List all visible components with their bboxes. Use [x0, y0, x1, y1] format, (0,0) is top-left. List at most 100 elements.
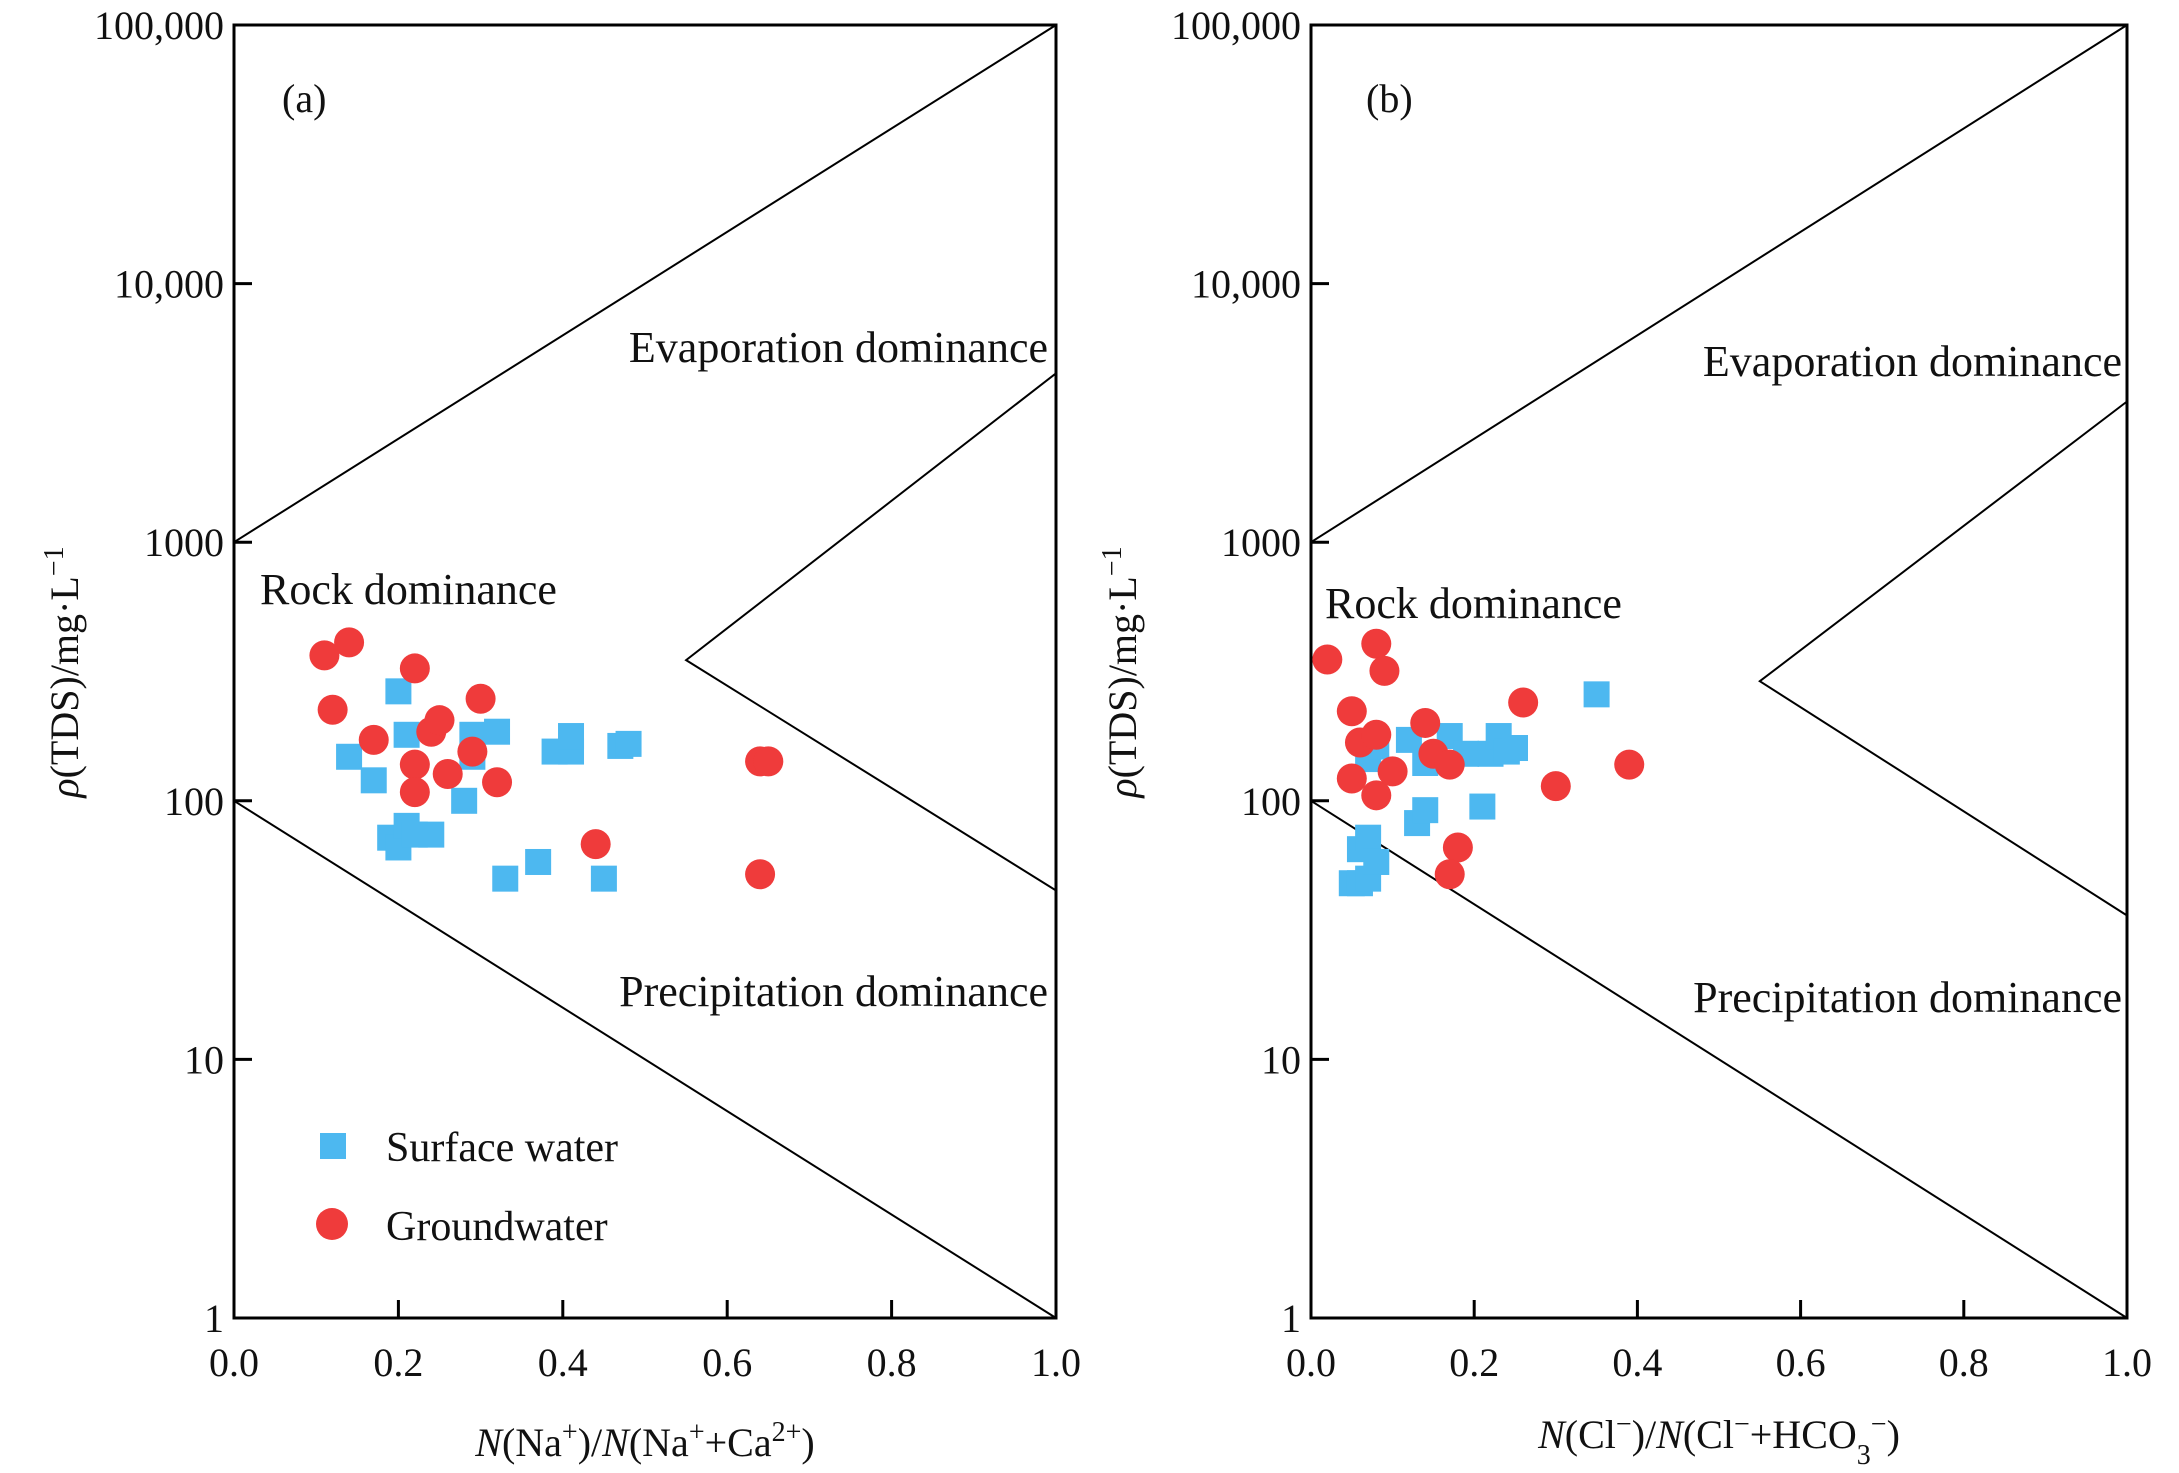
panel-b-x-tick-label: 1.0: [2102, 1340, 2152, 1385]
panel-b-groundwater-point: [1434, 749, 1465, 780]
panel-b-groundwater-point: [1361, 719, 1392, 750]
panel-b-groundwater-point: [1312, 644, 1343, 675]
panel-a-x-tick-label: 0.6: [702, 1340, 752, 1385]
panel-b-groundwater-point: [1508, 687, 1539, 718]
panel-a-surface-water-point: [484, 718, 511, 745]
panel-a-surface-water-point: [615, 730, 642, 757]
panel-a-y-tick-label: 10,000: [114, 262, 224, 307]
panel-b-surface-water-point: [1412, 797, 1439, 824]
panel-b-frame: [1309, 23, 2129, 1320]
legend-ground-label: Groundwater: [386, 1204, 608, 1250]
panel-a-groundwater-point: [334, 627, 365, 658]
panel-b: 1 10 100 1000 10,000 100,000 0.0 0.2 0.4 0.6 0.8 1…: [1097, 3, 2153, 1471]
panel-b-lower-line: [1310, 799, 2128, 1319]
panel-b-surface-water-point: [1469, 793, 1496, 820]
panel-a-groundwater-point: [424, 705, 455, 736]
panel-b-y-tick-label: 1000: [1221, 520, 1301, 565]
panel-a-groundwater-point: [482, 767, 513, 798]
panel-a-y-tick-label: 10: [184, 1037, 224, 1082]
panel-a-groundwater-point: [465, 683, 496, 714]
panel-a-groundwater-point: [399, 749, 430, 780]
panel-b-surface-water-point: [1355, 824, 1382, 851]
panel-b-groundwater-point: [1336, 696, 1367, 727]
panel-b-series: [1312, 628, 1645, 897]
panel-a-surface-water-point: [451, 787, 478, 814]
panel-b-groundwater-point: [1361, 628, 1392, 659]
panel-b-x-tick-label: 0.6: [1776, 1340, 1826, 1385]
legend: Surface water Groundwater: [316, 1125, 618, 1250]
panel-b-groundwater-point: [1410, 707, 1441, 738]
panel-a-rock-label: Rock dominance: [260, 565, 557, 614]
panel-a-surface-water-point: [590, 865, 617, 892]
panel-b-x-tick-label: 0.0: [1286, 1340, 1336, 1385]
panel-b-groundwater-point: [1369, 655, 1400, 686]
panel-b-y-tick-label: 10: [1261, 1037, 1301, 1082]
panel-a-upper-line: [233, 24, 1057, 544]
panel-a: 1 10 100 1000 10,000 100,000 0.0 0.2 0.4 0.6 0.8 1…: [39, 3, 1082, 1465]
panel-b-groundwater-point: [1434, 859, 1465, 890]
panel-b-surface-water-point: [1583, 681, 1610, 708]
panel-a-y-tick-label: 100: [164, 779, 224, 824]
legend-surface-marker: [320, 1133, 346, 1159]
panel-a-x-ticks: 0.0 0.2 0.4 0.6 0.8 1.0: [209, 1300, 1081, 1385]
panel-a-x-axis-label: N(Na+)/N(Na++Ca2+): [474, 1417, 814, 1466]
panel-a-surface-water-point: [525, 848, 552, 875]
panel-a-boundaries: [233, 24, 1057, 1319]
panel-b-precipitation-label: Precipitation dominance: [1693, 973, 2122, 1022]
panel-a-groundwater-point: [399, 777, 430, 808]
panel-a-x-tick-label: 1.0: [1031, 1340, 1081, 1385]
panel-b-y-tick-label: 100: [1241, 779, 1301, 824]
panel-b-groundwater-point: [1442, 832, 1473, 863]
panel-b-x-axis-label: N(Cl−)/N(Cl−+HCO3−): [1537, 1409, 1900, 1471]
panel-a-surface-water-point: [393, 721, 420, 748]
panel-a-x-tick-label: 0.4: [538, 1340, 588, 1385]
panel-b-surface-water-point: [1502, 735, 1528, 762]
panel-a-surface-water-point: [492, 865, 519, 892]
panel-b-groundwater-point: [1336, 763, 1367, 794]
panel-b-groundwater-point: [1540, 771, 1571, 802]
panel-a-surface-water-point: [360, 767, 387, 794]
panel-b-label: (b): [1366, 76, 1413, 121]
panel-b-boundaries: [1310, 24, 2128, 1319]
legend-surface-label: Surface water: [386, 1125, 618, 1171]
panel-a-groundwater-point: [317, 694, 348, 725]
panel-b-evaporation-label: Evaporation dominance: [1703, 337, 2122, 386]
panel-b-groundwater-point: [1377, 756, 1408, 787]
panel-a-y-tick-label: 100,000: [94, 3, 224, 48]
panel-a-groundwater-point: [358, 724, 389, 755]
panel-b-y-axis-label: ρ(TDS)/mg·L−1: [1097, 546, 1146, 799]
legend-ground-marker: [316, 1208, 348, 1240]
panel-a-groundwater-point: [745, 859, 776, 890]
panel-b-upper-line: [1310, 24, 2128, 544]
panel-b-groundwater-point: [1361, 780, 1392, 811]
panel-a-groundwater-point: [399, 653, 430, 684]
panel-a-surface-water-point: [385, 678, 412, 705]
panel-a-y-tick-label: 1: [204, 1296, 224, 1341]
panel-b-y-ticks: 1 10 100 1000 10,000 100,000: [1171, 3, 1329, 1341]
panel-b-rock-label: Rock dominance: [1325, 579, 1622, 628]
panel-a-y-ticks: 1 10 100 1000 10,000 100,000: [94, 3, 252, 1341]
panel-a-groundwater-point: [457, 736, 488, 767]
panel-a-surface-water-point: [418, 821, 445, 848]
panel-b-chevron-line: [1758, 400, 2128, 917]
panel-b-y-tick-label: 1: [1281, 1296, 1301, 1341]
panel-a-surface-water-point: [558, 723, 585, 750]
panel-a-chevron-line: [684, 372, 1057, 892]
panel-b-y-tick-label: 10,000: [1191, 262, 1301, 307]
panel-a-lower-line: [233, 799, 1057, 1319]
panel-a-y-axis-label: ρ(TDS)/mg·L−1: [39, 546, 88, 799]
panel-a-x-tick-label: 0.8: [867, 1340, 917, 1385]
panel-a-x-tick-label: 0.0: [209, 1340, 259, 1385]
panel-a-groundwater-point: [580, 829, 611, 860]
panel-a-label: (a): [282, 76, 326, 121]
panel-a-evaporation-label: Evaporation dominance: [629, 323, 1048, 372]
panel-a-frame: [232, 23, 1058, 1320]
panel-b-y-tick-label: 100,000: [1171, 3, 1301, 48]
panel-a-x-tick-label: 0.2: [373, 1340, 423, 1385]
panel-a-precipitation-label: Precipitation dominance: [619, 967, 1048, 1016]
panel-a-series: [309, 627, 784, 892]
panel-b-surface-water-point: [1363, 848, 1390, 875]
panel-a-groundwater-point: [753, 746, 784, 777]
panel-b-x-tick-label: 0.2: [1449, 1340, 1499, 1385]
